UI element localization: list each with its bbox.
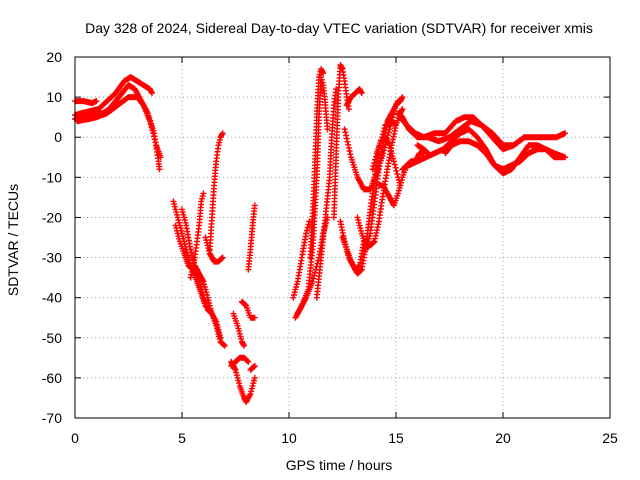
series-track-15 bbox=[245, 202, 258, 273]
series-track-17 bbox=[290, 218, 313, 301]
data-point-markers bbox=[72, 98, 100, 107]
x-tick-label: 10 bbox=[281, 430, 297, 446]
plot-frame bbox=[74, 56, 611, 419]
data-point-markers bbox=[247, 362, 258, 373]
series-track-29 bbox=[369, 134, 404, 189]
series-track-25 bbox=[339, 234, 367, 273]
series-track-34 bbox=[414, 142, 432, 157]
y-tick-label: -60 bbox=[42, 370, 62, 386]
data-point-markers bbox=[228, 354, 252, 369]
y-tick-label: 0 bbox=[54, 129, 62, 145]
series-track-28 bbox=[363, 94, 406, 253]
x-axis-label: GPS time / hours bbox=[286, 457, 393, 473]
series-track-22 bbox=[330, 62, 352, 221]
series-track-14 bbox=[238, 298, 258, 321]
x-tick-label: 0 bbox=[71, 430, 79, 446]
y-tick-label: -50 bbox=[42, 330, 62, 346]
data-point-markers bbox=[172, 222, 213, 313]
axis-ticks: 0 5 10 15 20 25 20 10 0 -10 -20 -30 -40 -50 -60 -70 bbox=[42, 49, 618, 446]
series-track-32 bbox=[397, 114, 528, 149]
y-tick-label: -70 bbox=[42, 410, 62, 426]
data-point-markers bbox=[414, 142, 432, 157]
series-track-06 bbox=[172, 222, 213, 313]
chart-title: Day 328 of 2024, Sidereal Day-to-day VTE… bbox=[85, 20, 593, 36]
y-tick-label: -10 bbox=[42, 169, 62, 185]
series-track-23 bbox=[343, 86, 365, 109]
data-point-markers bbox=[238, 298, 258, 321]
data-point-markers bbox=[339, 234, 367, 273]
series-track-11 bbox=[230, 310, 248, 349]
data-point-markers bbox=[442, 138, 569, 173]
series-track-10 bbox=[206, 130, 226, 253]
data-point-markers bbox=[307, 66, 327, 261]
data-series bbox=[72, 62, 569, 405]
series-track-20 bbox=[307, 66, 327, 261]
data-point-markers bbox=[187, 190, 207, 281]
x-tick-label: 15 bbox=[388, 430, 404, 446]
series-track-21 bbox=[313, 86, 340, 301]
data-point-markers bbox=[206, 130, 226, 253]
data-point-markers bbox=[74, 94, 164, 161]
x-tick-label: 25 bbox=[602, 430, 618, 446]
data-point-markers bbox=[343, 86, 365, 109]
series-track-13 bbox=[228, 354, 252, 369]
data-point-markers bbox=[313, 86, 340, 301]
y-tick-label: -30 bbox=[42, 250, 62, 266]
x-tick-label: 5 bbox=[178, 430, 186, 446]
data-point-markers bbox=[230, 310, 248, 349]
series-track-04 bbox=[74, 94, 164, 161]
data-point-markers bbox=[290, 218, 313, 301]
y-tick-label: -40 bbox=[42, 290, 62, 306]
data-point-markers bbox=[179, 206, 224, 341]
y-tick-label: -20 bbox=[42, 209, 62, 225]
series-track-07 bbox=[179, 206, 224, 341]
series-track-08 bbox=[187, 190, 207, 281]
y-axis-label: SDTVAR / TECUs bbox=[5, 184, 21, 296]
y-tick-label: 10 bbox=[46, 89, 62, 105]
data-point-markers bbox=[330, 62, 352, 221]
data-point-markers bbox=[202, 234, 226, 265]
series-track-35 bbox=[442, 138, 569, 173]
data-point-markers bbox=[245, 202, 258, 273]
series-track-09 bbox=[202, 234, 226, 265]
data-point-markers bbox=[397, 114, 528, 149]
x-tick-label: 20 bbox=[495, 430, 511, 446]
series-track-03 bbox=[72, 98, 100, 107]
data-point-markers bbox=[363, 94, 406, 253]
y-tick-label: 20 bbox=[46, 49, 62, 65]
series-track-16 bbox=[247, 362, 258, 373]
data-point-markers bbox=[369, 134, 404, 189]
